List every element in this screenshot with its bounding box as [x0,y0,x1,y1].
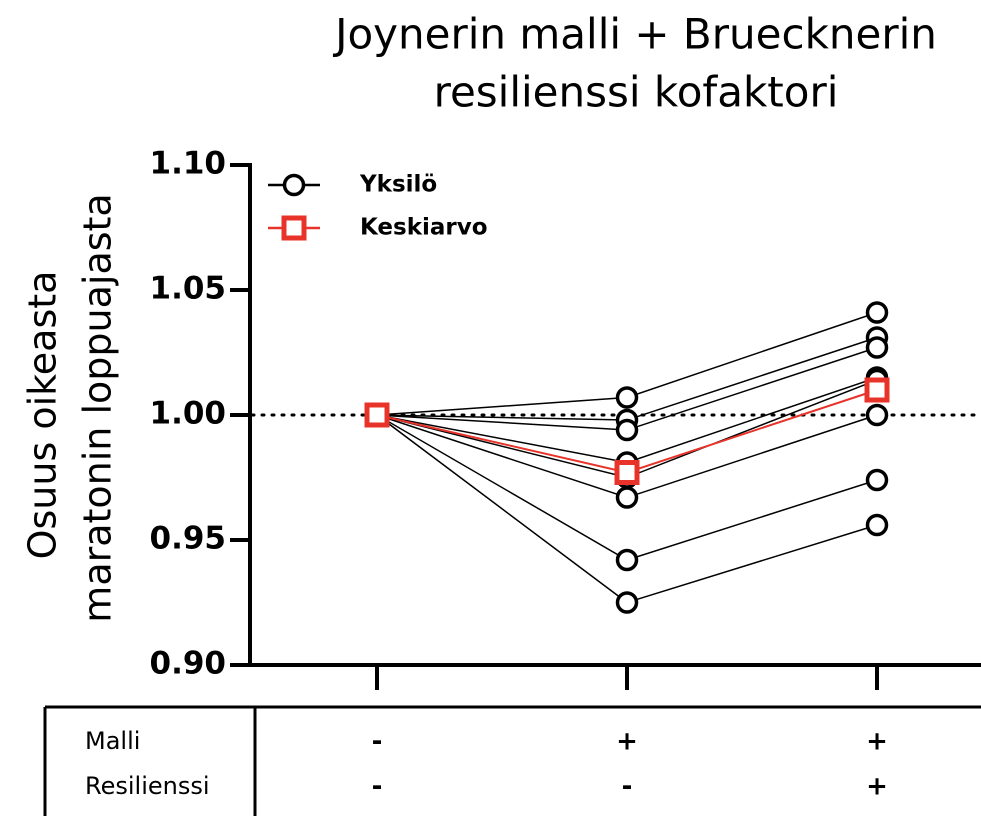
chart-title: Joynerin malli + Bruecknerin [332,10,937,59]
y-tick-label: 1.00 [150,396,227,432]
table-cell: + [616,727,638,757]
marker [615,486,639,509]
marker [865,301,889,324]
legend-label: Keskiarvo [360,215,488,241]
marker [615,591,639,614]
table-cell: - [372,727,383,757]
chart-title: resilienssi kofaktori [434,68,839,117]
y-tick-label: 1.05 [150,271,227,307]
marker [615,418,639,442]
marker [364,402,390,428]
table-cell: - [622,772,633,802]
marker [865,403,889,427]
legend-marker [281,215,307,241]
marker [614,460,640,485]
table-row-label: Resilienssi [85,772,210,800]
marker [864,377,890,403]
y-axis-label: maratonin loppuajasta [76,193,120,622]
marker [865,336,889,359]
table-cell: + [866,727,888,757]
legend-label: Yksilö [359,172,437,198]
table-cell: - [372,772,383,802]
marker [615,386,639,409]
table-row-label: Malli [85,727,140,755]
y-tick-label: 0.95 [150,521,227,557]
marker [615,548,639,572]
legend-marker [282,173,306,197]
y-tick-label: 0.90 [150,646,227,682]
marker [865,468,889,492]
table-cell: + [866,772,888,802]
marker [865,513,889,537]
y-axis-label: Osuus oikeasta [21,271,65,560]
y-tick-label: 1.10 [150,146,227,182]
